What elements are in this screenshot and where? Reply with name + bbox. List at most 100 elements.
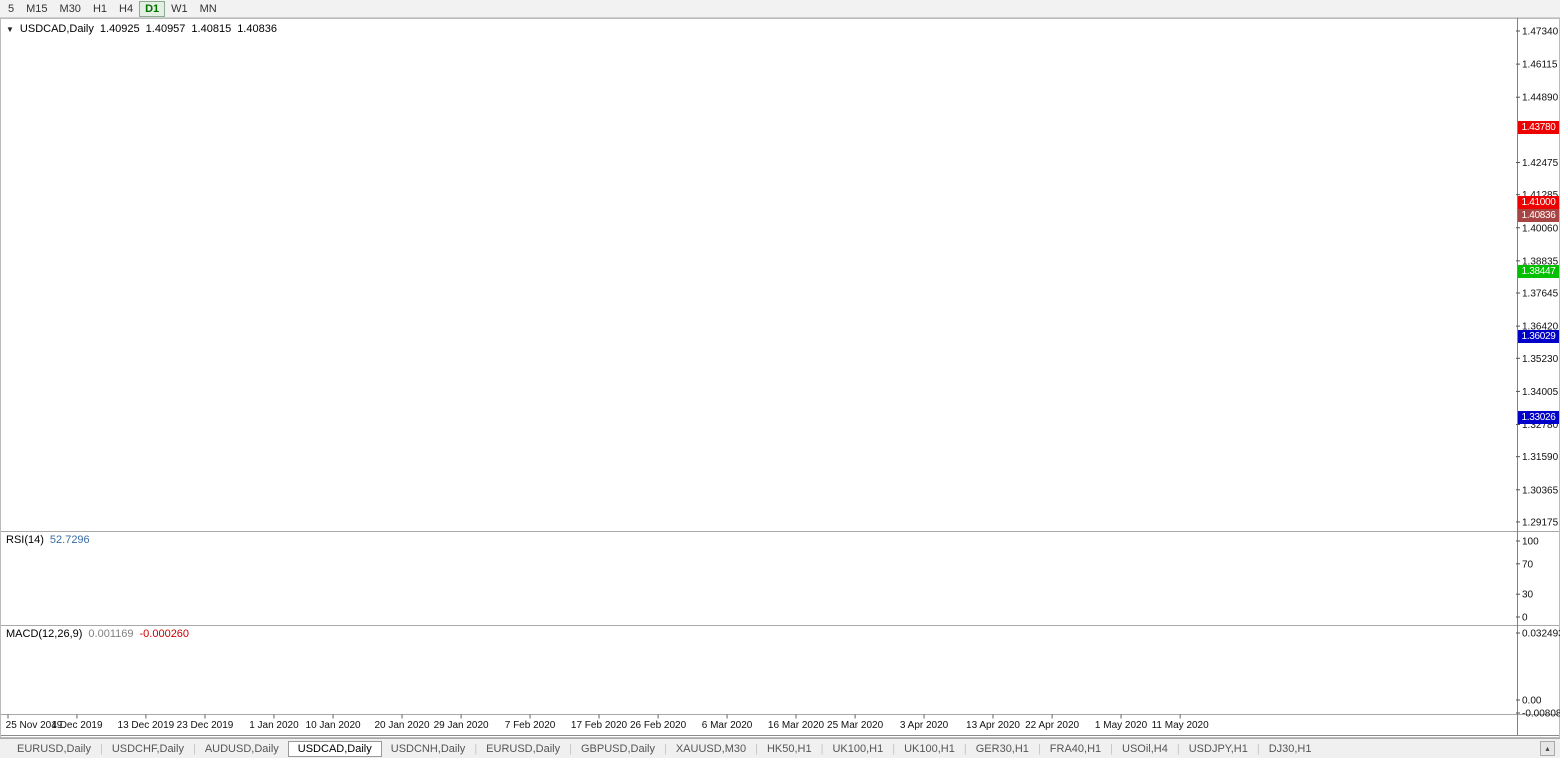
tab-separator: | (1256, 742, 1260, 755)
svg-text:1.31590: 1.31590 (1522, 452, 1559, 463)
svg-text:100: 100 (1522, 537, 1539, 548)
price-line-badge-1.43780[interactable]: 1.43780 (1518, 121, 1559, 134)
bid-price-badge[interactable]: 1.40836 (1518, 209, 1559, 222)
tab-separator: | (892, 742, 896, 755)
tab-separator: | (569, 742, 572, 755)
tab-separator: | (963, 742, 967, 755)
price-line-badge-1.36029[interactable]: 1.36029 (1518, 330, 1559, 343)
svg-text:25 Nov 2019: 25 Nov 2019 (6, 720, 63, 731)
rsi-value: 52.7296 (49, 534, 90, 546)
svg-text:70: 70 (1522, 559, 1534, 570)
bar-low: 1.40815 (191, 23, 232, 35)
chart-tab-GER30-H1[interactable]: GER30,H1 (975, 742, 1029, 755)
chart-tab-FRA40-H1[interactable]: FRA40,H1 (1049, 742, 1102, 755)
chart-tab-DJ30-H1[interactable]: DJ30,H1 (1268, 742, 1312, 755)
chart-tab-USDCHF-Daily[interactable]: USDCHF,Daily (111, 742, 184, 755)
tab-separator: | (99, 742, 103, 755)
chart-tab-EURUSD-Daily[interactable]: EURUSD,Daily (486, 742, 561, 755)
svg-text:4 Dec 2019: 4 Dec 2019 (51, 720, 103, 731)
rsi-label: RSI(14) 52.7296 (6, 534, 96, 546)
chart-tab-GBPUSD-Daily[interactable]: GBPUSD,Daily (581, 742, 655, 755)
svg-text:3 Apr 2020: 3 Apr 2020 (900, 720, 949, 731)
svg-text:25 Mar 2020: 25 Mar 2020 (827, 720, 884, 731)
timeframe-button-M15[interactable]: M15 (26, 2, 48, 15)
tab-separator: | (755, 742, 758, 755)
svg-text:1.42475: 1.42475 (1522, 158, 1559, 169)
price-line-badge-1.41000[interactable]: 1.41000 (1518, 196, 1559, 209)
macd-main-value: 0.001169 (88, 628, 134, 640)
tab-scroll-button[interactable]: ▴ (1540, 741, 1555, 756)
svg-text:1.32780: 1.32780 (1522, 420, 1559, 431)
timeframe-button-M30[interactable]: M30 (59, 2, 81, 15)
svg-text:0.00: 0.00 (1522, 696, 1542, 707)
chart-canvas[interactable]: 1.47340 1.46115 1.44890 1.42475 1.41285 1.400… (0, 18, 1560, 738)
timeframe-button-H4[interactable]: H4 (119, 2, 134, 15)
svg-text:1 Jan 2020: 1 Jan 2020 (249, 720, 299, 731)
timeframe-button-W1[interactable]: W1 (171, 2, 188, 15)
svg-text:-0.008080: -0.008080 (1522, 709, 1560, 720)
svg-text:1.36420: 1.36420 (1522, 322, 1559, 333)
bar-close: 1.40836 (237, 23, 277, 35)
rsi-indicator-name: RSI(14) (6, 534, 44, 546)
chevron-down-icon[interactable]: ▼ (6, 25, 14, 34)
tab-separator: | (1110, 742, 1114, 755)
chart-tab-HK50-H1[interactable]: HK50,H1 (766, 742, 812, 755)
svg-text:1.37645: 1.37645 (1522, 289, 1559, 300)
tab-separator: | (474, 742, 478, 755)
bar-open: 1.40925 (99, 23, 140, 35)
chart-tab-UK100-H1[interactable]: UK100,H1 (904, 742, 955, 755)
svg-text:6 Mar 2020: 6 Mar 2020 (702, 720, 753, 731)
svg-text:1.38835: 1.38835 (1522, 256, 1559, 267)
svg-text:17 Feb 2020: 17 Feb 2020 (571, 720, 628, 731)
price-line-badge-1.38447[interactable]: 1.38447 (1518, 265, 1559, 278)
chart-window: 1.47340 1.46115 1.44890 1.42475 1.41285 1.400… (0, 18, 1560, 738)
svg-text:1.34005: 1.34005 (1522, 387, 1559, 398)
chart-tab-XAUUSD-M30[interactable]: XAUUSD,M30 (675, 742, 747, 755)
timeframe-button-D1[interactable]: D1 (139, 0, 166, 17)
chart-tab-USDJPY-H1[interactable]: USDJPY,H1 (1188, 742, 1248, 755)
macd-signal-value: -0.000260 (139, 628, 190, 640)
timeframe-button-MN[interactable]: MN (199, 2, 217, 15)
chart-symbol: USDCAD,Daily (19, 23, 94, 35)
bar-high: 1.40957 (145, 23, 186, 35)
axes: 1.47340 1.46115 1.44890 1.42475 1.41285 1.400… (0, 18, 1560, 738)
tab-separator: | (820, 742, 824, 755)
svg-text:1 May 2020: 1 May 2020 (1095, 720, 1148, 731)
svg-text:10 Jan 2020: 10 Jan 2020 (306, 720, 361, 731)
svg-text:11 May 2020: 11 May 2020 (1152, 720, 1210, 731)
svg-text:1.35230: 1.35230 (1522, 354, 1559, 365)
svg-text:1.40060: 1.40060 (1522, 223, 1559, 234)
svg-text:16 Mar 2020: 16 Mar 2020 (768, 720, 825, 731)
chart-tab-USDCNH-Daily[interactable]: USDCNH,Daily (390, 742, 466, 755)
svg-text:0.032493: 0.032493 (1522, 628, 1560, 639)
svg-text:13 Dec 2019: 13 Dec 2019 (118, 720, 175, 731)
svg-text:13 Apr 2020: 13 Apr 2020 (966, 720, 1020, 731)
svg-text:26 Feb 2020: 26 Feb 2020 (630, 720, 687, 731)
chart-title: ▼ USDCAD,Daily 1.40925 1.40957 1.40815 1.4083… (6, 23, 283, 35)
tab-separator: | (1037, 742, 1041, 755)
chart-tab-AUDUSD-Daily[interactable]: AUDUSD,Daily (204, 742, 279, 755)
chart-tabs-bar: EURUSD,Daily | USDCHF,Daily | AUDUSD,Daily US… (0, 738, 1560, 758)
svg-text:22 Apr 2020: 22 Apr 2020 (1025, 720, 1079, 731)
svg-text:30: 30 (1522, 590, 1534, 601)
timeframe-button-H1[interactable]: H1 (92, 2, 107, 15)
tab-separator: | (1176, 742, 1180, 755)
svg-text:1.30365: 1.30365 (1522, 485, 1559, 496)
timeframe-button-5[interactable]: 5 (8, 2, 15, 15)
svg-text:20 Jan 2020: 20 Jan 2020 (374, 720, 429, 731)
chart-tab-EURUSD-Daily[interactable]: EURUSD,Daily (17, 742, 91, 755)
chart-tab-USDCAD-Daily[interactable]: USDCAD,Daily (287, 740, 382, 757)
chart-tab-USOil-H4[interactable]: USOil,H4 (1122, 742, 1168, 755)
svg-text:1.44890: 1.44890 (1522, 93, 1559, 104)
macd-label: MACD(12,26,9) 0.001169 -0.000260 (6, 628, 195, 640)
tab-separator: | (663, 742, 667, 755)
svg-text:1.46115: 1.46115 (1522, 60, 1558, 71)
svg-text:1.47340: 1.47340 (1522, 27, 1559, 38)
price-line-badge-1.33026[interactable]: 1.33026 (1518, 411, 1559, 424)
svg-text:23 Dec 2019: 23 Dec 2019 (177, 720, 234, 731)
chart-tab-UK100-H1[interactable]: UK100,H1 (832, 742, 884, 755)
svg-text:29 Jan 2020: 29 Jan 2020 (434, 720, 489, 731)
tab-separator: | (192, 742, 196, 755)
svg-text:1.41285: 1.41285 (1522, 190, 1559, 201)
macd-indicator-name: MACD(12,26,9) (6, 628, 83, 640)
